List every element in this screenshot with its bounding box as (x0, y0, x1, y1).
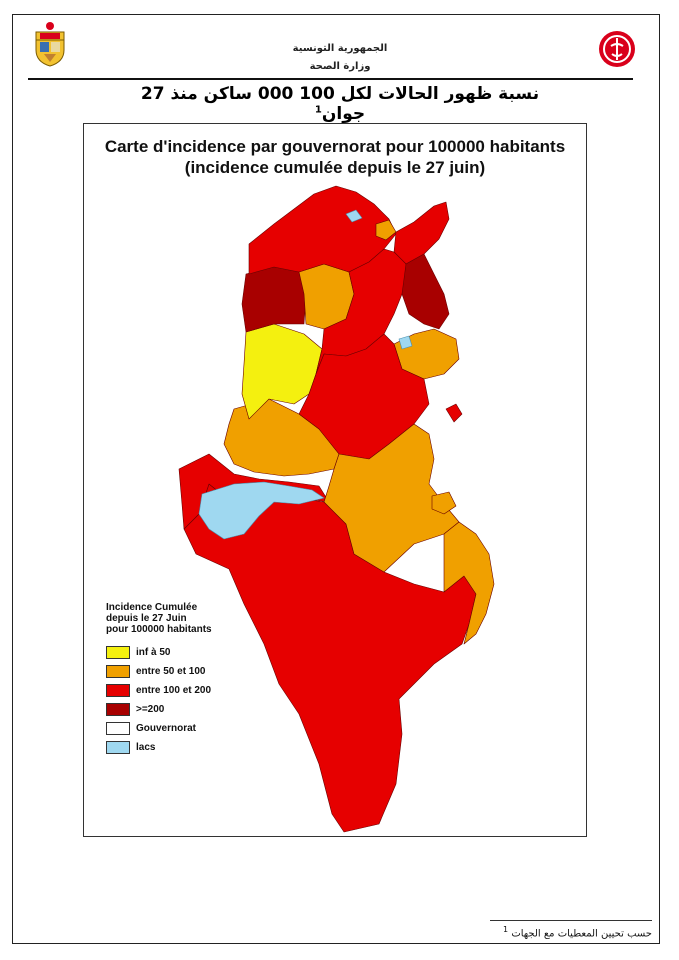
footnote-text: حسب تحيين المعطيات مع الجهات (511, 928, 652, 940)
legend-item: >=200 (106, 700, 286, 719)
legend-title-line1: Incidence Cumulée (106, 602, 198, 613)
legend-item: entre 50 et 100 (106, 662, 286, 681)
island-kerkennah (445, 403, 463, 423)
island-djerba (431, 491, 457, 515)
ministry-label: وزارة الصحة (309, 61, 371, 72)
page-frame (12, 14, 660, 944)
ministry-of-health-logo-icon (599, 31, 635, 67)
ministry-header: الجمهورية التونسية وزارة الصحة (240, 40, 440, 76)
map-title-line1: Carte d'incidence par gouvernorat pour 1… (104, 137, 566, 156)
legend-label: entre 100 et 200 (136, 685, 212, 696)
legend-title-line3: pour 100000 habitants (106, 624, 212, 635)
page-title-note: 1 (314, 104, 322, 116)
legend-label: Gouvernorat (136, 723, 197, 734)
region-capbon (393, 201, 450, 265)
legend-item: lacs (106, 738, 286, 757)
legend-title: Incidence Cumulée depuis le 27 Juin pour… (106, 602, 286, 635)
legend-label: inf à 50 (136, 647, 171, 658)
region-sousse (401, 253, 450, 330)
legend-item: Gouvernorat (106, 719, 286, 738)
map-legend: Incidence Cumulée depuis le 27 Juin pour… (106, 602, 286, 757)
map-title: Carte d'incidence par gouvernorat pour 1… (84, 136, 586, 178)
legend-label: entre 50 et 100 (136, 666, 206, 677)
lake-bizerte (345, 209, 363, 223)
legend-swatch (106, 684, 130, 697)
region-medenine (443, 521, 495, 645)
lake-chott-jerid (198, 481, 325, 540)
region-kairouan (298, 333, 430, 460)
lake-monastir (398, 335, 413, 350)
legend-swatch (106, 703, 130, 716)
legend-swatch (106, 665, 130, 678)
legend-label: >=200 (136, 704, 165, 715)
legend-swatch (106, 722, 130, 735)
footnote-divider (490, 920, 652, 921)
legend-item: inf à 50 (106, 643, 286, 662)
header-divider (28, 78, 633, 80)
republic-label: الجمهورية التونسية (292, 43, 388, 54)
tunisia-incidence-map (178, 185, 495, 833)
legend-label: lacs (136, 742, 156, 753)
region-kasserine (241, 323, 323, 420)
legend-title-line2: depuis le 27 Juin (106, 613, 187, 624)
legend-swatch (106, 646, 130, 659)
legend-item: entre 100 et 200 (106, 681, 286, 700)
map-panel: Carte d'incidence par gouvernorat pour 1… (83, 123, 587, 837)
footnote: حسب تحيين المعطيات مع الجهات 1 (440, 925, 652, 939)
legend-swatch (106, 741, 130, 754)
footnote-note: 1 (503, 925, 509, 934)
page-title: نسبة ظهور الحالات لكل 100 000 ساكن منذ 2… (120, 84, 560, 124)
region-tunis (375, 219, 397, 241)
map-title-line2: (incidence cumulée depuis le 27 juin) (184, 158, 486, 177)
region-jendouba (241, 266, 307, 333)
page-title-text: نسبة ظهور الحالات لكل 100 000 ساكن منذ 2… (140, 84, 540, 124)
tunisia-coat-of-arms-icon (35, 22, 65, 67)
